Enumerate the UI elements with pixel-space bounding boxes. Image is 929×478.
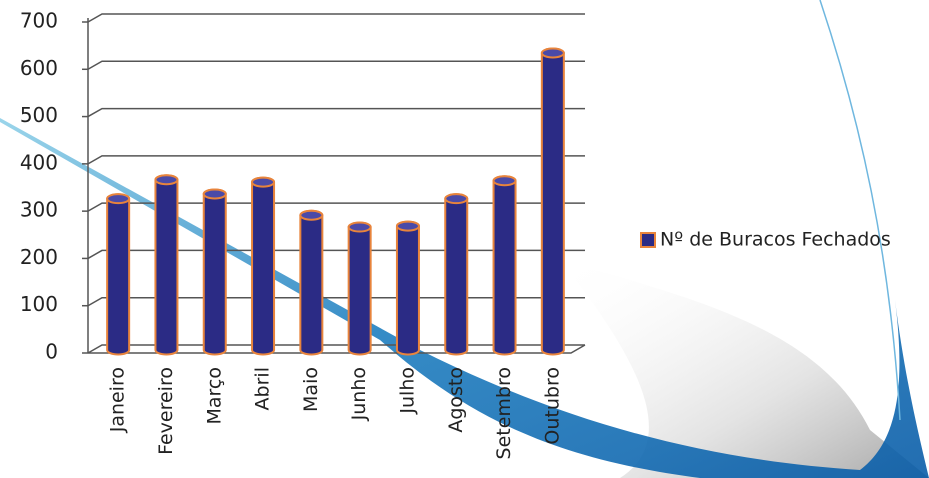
x-tick-label: Junho [348,367,370,421]
grid-line [87,60,585,70]
background-curve [819,0,901,421]
bar-top [251,176,276,188]
grid-line [87,249,585,260]
bar [106,193,131,356]
bar-top [492,175,517,187]
bar-top [202,188,227,200]
x-tick-label: Março [203,367,225,425]
bar-top [347,221,372,233]
bar [395,220,420,356]
x-axis [88,344,586,354]
bar [444,193,469,356]
y-tick-label: 400 [20,150,58,174]
legend-swatch [640,232,656,248]
background-shadow [560,260,929,478]
grid-line [87,202,585,212]
y-tick-label: 500 [20,103,58,127]
y-tick-label: 700 [20,9,58,33]
x-tick-label: Setembro [493,367,515,459]
y-tick-label: 200 [20,245,58,269]
bar-top [106,193,131,205]
bar [154,174,179,356]
bar-top [540,47,565,59]
bar [492,175,517,356]
grid-line [87,13,585,23]
y-tick-label: 0 [45,340,58,364]
grid-line [87,155,585,165]
x-tick-label: Outubro [541,367,563,445]
legend-label: Nº de Buracos Fechados [660,229,891,251]
bar [251,176,276,356]
grid-line [87,296,585,307]
grid-line [87,107,585,118]
x-tick-label: Maio [300,367,322,412]
x-tick-label: Janeiro [107,367,129,433]
grid-line [87,344,585,354]
x-tick-label: Agosto [445,367,467,433]
bar-top [395,220,420,232]
y-tick-label: 600 [20,56,58,80]
bar [299,209,324,356]
y-tick-label: 100 [20,292,58,316]
bar-top [444,193,469,205]
bar-top [299,209,324,221]
bar [347,221,372,356]
bar-top [154,174,179,186]
y-tick-label: 300 [20,198,58,222]
x-tick-label: Julho [396,367,418,415]
bar [540,47,565,356]
bar [202,188,227,356]
plot-area: 0 100 200 300 400 500 600 700 Janeiro Fevereiro Ma… [20,9,586,459]
x-tick-label: Abril [252,367,274,410]
x-tick-label: Fevereiro [155,367,177,455]
